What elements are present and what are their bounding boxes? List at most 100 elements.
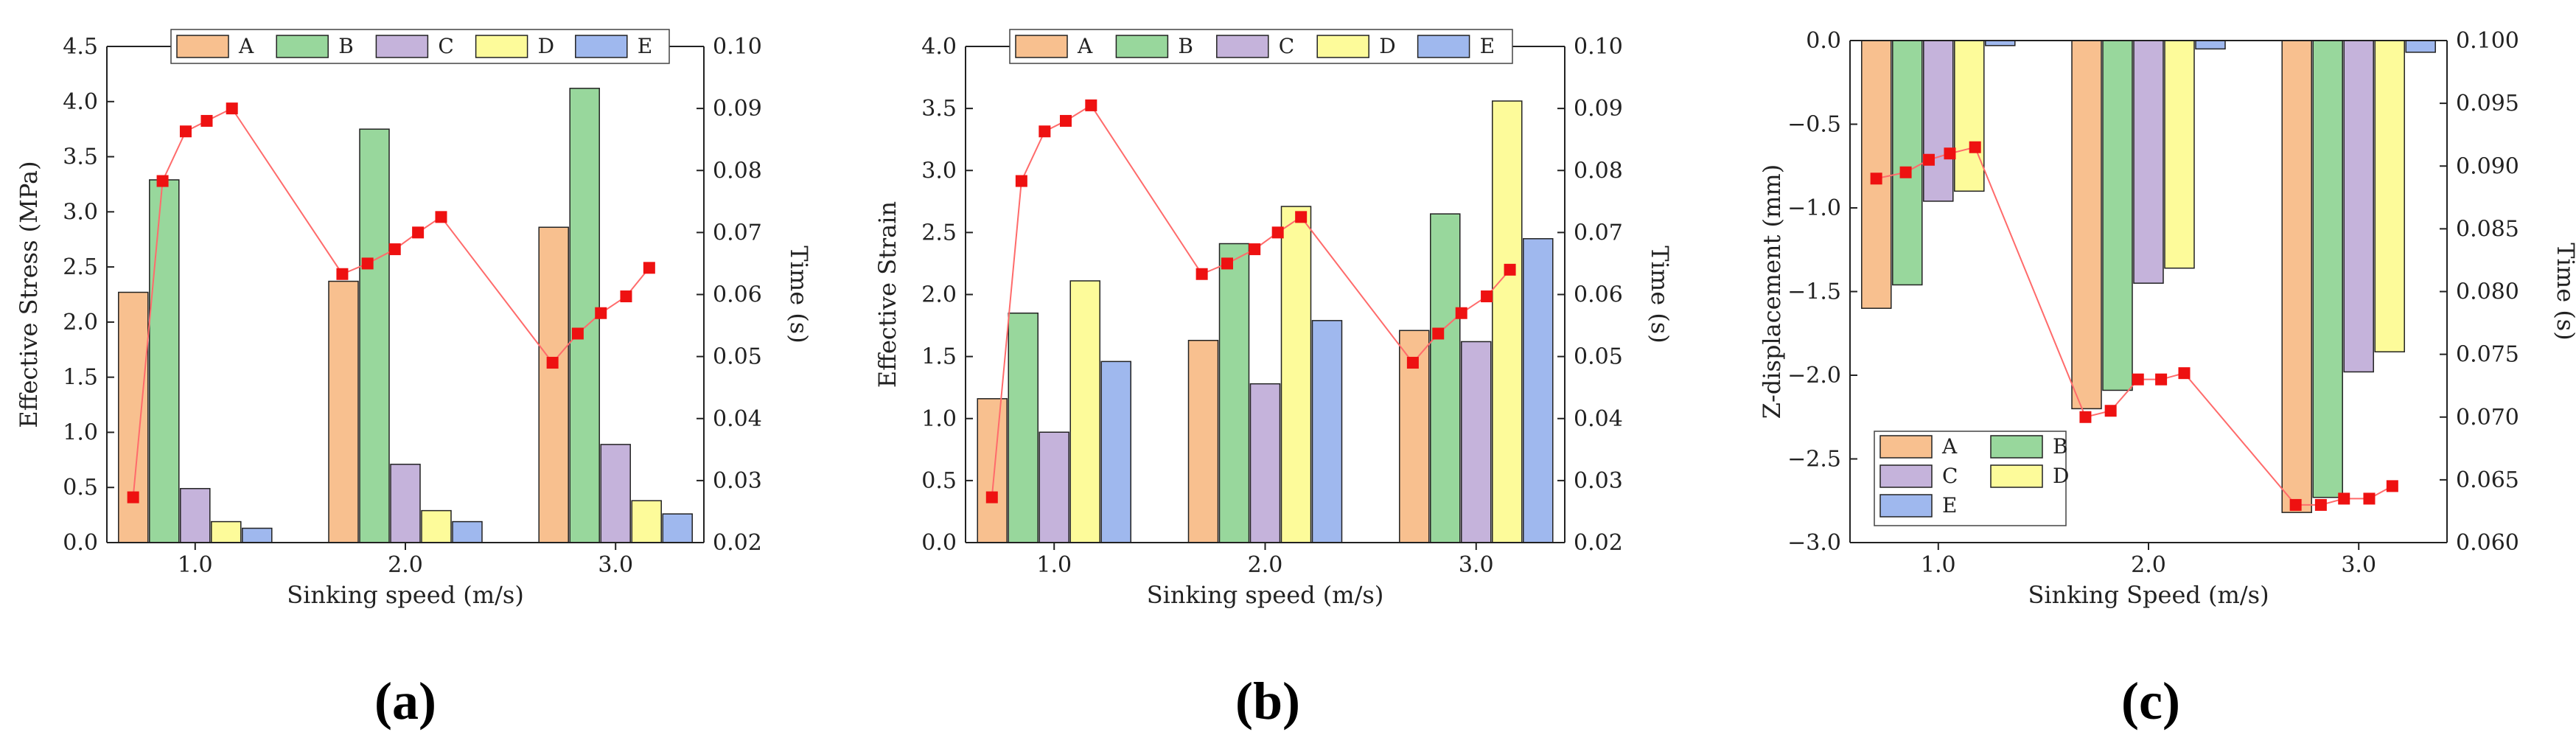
time-point bbox=[1455, 307, 1467, 319]
bar-D-2.0 bbox=[1280, 206, 1312, 543]
legend-label-D: D bbox=[538, 34, 554, 58]
time-point bbox=[620, 290, 632, 303]
bar-D-3.0 bbox=[2374, 40, 2405, 352]
x-axis-title: Sinking speed (m/s) bbox=[1147, 581, 1384, 609]
time-point bbox=[546, 357, 559, 369]
y2-axis-title: Time (s) bbox=[2552, 243, 2576, 340]
panel-label: (c) bbox=[2121, 672, 2180, 731]
y-axis-title: Effective Stress (MPa) bbox=[15, 161, 43, 428]
x-tick-label: 1.0 bbox=[1921, 552, 1956, 578]
y2-tick-label: 0.070 bbox=[2456, 405, 2519, 431]
time-point bbox=[127, 491, 139, 504]
legend-swatch-D bbox=[1316, 35, 1369, 58]
bar-B-3.0 bbox=[1430, 213, 1461, 543]
y2-tick-label: 0.02 bbox=[713, 530, 762, 556]
time-point bbox=[200, 114, 213, 127]
bar-E-3.0 bbox=[1523, 238, 1554, 543]
bar-C-3.0 bbox=[2343, 40, 2374, 373]
time-point bbox=[1944, 147, 1956, 160]
bar-E-2.0 bbox=[1311, 320, 1343, 543]
bar-E-3.0 bbox=[2405, 40, 2436, 53]
y-tick-label: 2.5 bbox=[921, 220, 957, 245]
time-point bbox=[1271, 226, 1284, 239]
time-point bbox=[1059, 114, 1072, 127]
x-tick-label: 1.0 bbox=[178, 552, 213, 578]
y2-axis-title: Time (s) bbox=[785, 245, 813, 343]
panel-a: 0.0 0.5 1.0 1.5 2.0 2.5 3.0 3.5 4.0 4.5 0.02 0.03 0.… bbox=[15, 29, 813, 731]
legend-label-A: A bbox=[1941, 434, 1958, 459]
legend-swatch-B bbox=[1115, 35, 1169, 58]
bar-C-2.0 bbox=[2133, 40, 2164, 284]
y-tick-label: 3.0 bbox=[921, 158, 957, 184]
time-point bbox=[595, 307, 607, 319]
legend-label-D: D bbox=[1379, 34, 1395, 58]
time-point bbox=[1249, 243, 1261, 256]
time-point bbox=[985, 491, 998, 504]
panel-label: (b) bbox=[1235, 672, 1300, 731]
y2-tick-label: 0.10 bbox=[1574, 34, 1623, 60]
y-tick-label: 0.0 bbox=[63, 530, 98, 556]
bar-D-1.0 bbox=[1954, 40, 1985, 192]
time-point bbox=[179, 125, 192, 138]
y-tick-label: −2.5 bbox=[1787, 447, 1841, 473]
y-tick-label: −1.0 bbox=[1787, 195, 1841, 221]
y2-tick-label: 0.05 bbox=[713, 344, 762, 370]
time-point bbox=[643, 262, 655, 274]
y2-tick-label: 0.065 bbox=[2456, 467, 2519, 493]
y2-tick-label: 0.08 bbox=[1574, 158, 1623, 184]
time-point bbox=[2314, 498, 2327, 511]
bar-C-2.0 bbox=[1249, 383, 1281, 543]
y2-tick-label: 0.04 bbox=[713, 406, 762, 432]
bar-D-3.0 bbox=[1492, 100, 1523, 543]
bar-B-1.0 bbox=[1008, 312, 1039, 543]
y-tick-label: −1.5 bbox=[1787, 279, 1841, 305]
time-point bbox=[1085, 99, 1097, 111]
y2-tick-label: 0.05 bbox=[1574, 344, 1623, 370]
y2-tick-label: 0.07 bbox=[1574, 220, 1623, 245]
time-point bbox=[226, 102, 238, 115]
bar-E-2.0 bbox=[2195, 40, 2226, 50]
y-tick-label: 1.5 bbox=[63, 365, 98, 391]
bar-B-2.0 bbox=[2102, 40, 2133, 391]
bar-C-1.0 bbox=[1039, 431, 1069, 543]
time-point bbox=[1039, 125, 1051, 138]
y2-tick-label: 0.060 bbox=[2456, 530, 2519, 556]
y-tick-label: 4.0 bbox=[921, 34, 957, 60]
time-point bbox=[156, 175, 169, 187]
legend: A B C D E bbox=[1009, 29, 1513, 64]
y-tick-label: 4.5 bbox=[63, 34, 98, 60]
bar-E-1.0 bbox=[1985, 40, 2016, 46]
y-tick-label: 2.0 bbox=[63, 310, 98, 335]
legend-label-D: D bbox=[2053, 464, 2069, 488]
x-tick-label: 3.0 bbox=[2341, 552, 2376, 578]
time-point bbox=[2338, 492, 2350, 505]
legend-label-E: E bbox=[638, 34, 652, 58]
time-point bbox=[2289, 498, 2302, 511]
bar-D-3.0 bbox=[631, 500, 662, 543]
time-point bbox=[336, 268, 349, 280]
y-tick-label: 1.5 bbox=[921, 344, 957, 370]
y2-tick-label: 0.090 bbox=[2456, 153, 2519, 179]
time-point bbox=[1504, 263, 1516, 276]
bar-A-2.0 bbox=[2071, 40, 2102, 410]
y2-tick-label: 0.02 bbox=[1574, 530, 1623, 556]
time-point bbox=[1295, 211, 1308, 223]
time-point bbox=[2363, 492, 2376, 505]
legend-swatch-E bbox=[575, 35, 628, 58]
y-tick-label: 4.0 bbox=[63, 89, 98, 115]
y-tick-label: 2.5 bbox=[63, 254, 98, 280]
time-point bbox=[1221, 257, 1233, 270]
bar-B-3.0 bbox=[2312, 40, 2343, 498]
y2-tick-label: 0.04 bbox=[1574, 406, 1623, 432]
legend-swatch-B bbox=[1990, 435, 2043, 459]
legend-label-C: C bbox=[1279, 34, 1294, 58]
y-tick-label: 0.0 bbox=[1806, 28, 1841, 54]
y-tick-label: 3.5 bbox=[921, 96, 957, 122]
legend-swatch-D bbox=[475, 35, 528, 58]
x-axis-title: Sinking speed (m/s) bbox=[287, 581, 524, 609]
bar-A-1.0 bbox=[1861, 40, 1892, 309]
legend-swatch-A bbox=[1879, 435, 1933, 459]
time-point bbox=[2104, 405, 2117, 417]
legend-swatch-A bbox=[176, 35, 229, 58]
